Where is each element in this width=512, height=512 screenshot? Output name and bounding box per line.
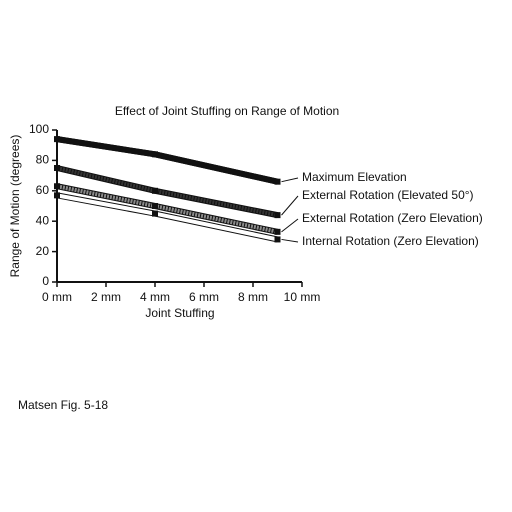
leader-line [281, 195, 299, 216]
series-label: Maximum Elevation [302, 170, 407, 184]
point [274, 228, 281, 235]
x-tick-label: 2 mm [91, 290, 121, 304]
point [152, 151, 158, 158]
series-line [56, 193, 278, 242]
leader-line [281, 218, 299, 233]
point [152, 187, 158, 194]
point [274, 212, 281, 219]
x-tick-label: 0 mm [42, 290, 72, 304]
point [54, 183, 60, 190]
y-tick-label: 20 [36, 244, 50, 258]
point [152, 203, 158, 209]
series-label: External Rotation (Elevated 50°) [302, 188, 474, 202]
x-tick-label: 6 mm [189, 290, 219, 304]
point [54, 192, 60, 199]
series-label: External Rotation (Zero Elevation) [302, 211, 483, 225]
x-axis-label: Joint Stuffing [145, 306, 214, 320]
x-tick-label: 4 mm [140, 290, 170, 304]
point [54, 165, 60, 171]
point [274, 178, 281, 185]
x-tick-label: 8 mm [238, 290, 268, 304]
leader-line [281, 177, 299, 183]
y-tick-label: 60 [36, 183, 50, 197]
caption: Matsen Fig. 5-18 [18, 398, 108, 412]
point [54, 136, 60, 143]
y-tick-label: 0 [42, 274, 49, 288]
point [274, 236, 281, 243]
leader-line [281, 238, 299, 243]
series-label: Internal Rotation (Zero Elevation) [302, 234, 479, 248]
x-tick-label: 10 mm [284, 290, 321, 304]
point [152, 210, 158, 217]
chart-title: Effect of Joint Stuffing on Range of Mot… [115, 104, 339, 118]
y-tick-label: 80 [36, 153, 50, 167]
y-tick-label: 100 [29, 122, 49, 136]
y-tick-label: 40 [36, 213, 50, 227]
y-axis-label: Range of Motion (degrees) [8, 135, 22, 278]
